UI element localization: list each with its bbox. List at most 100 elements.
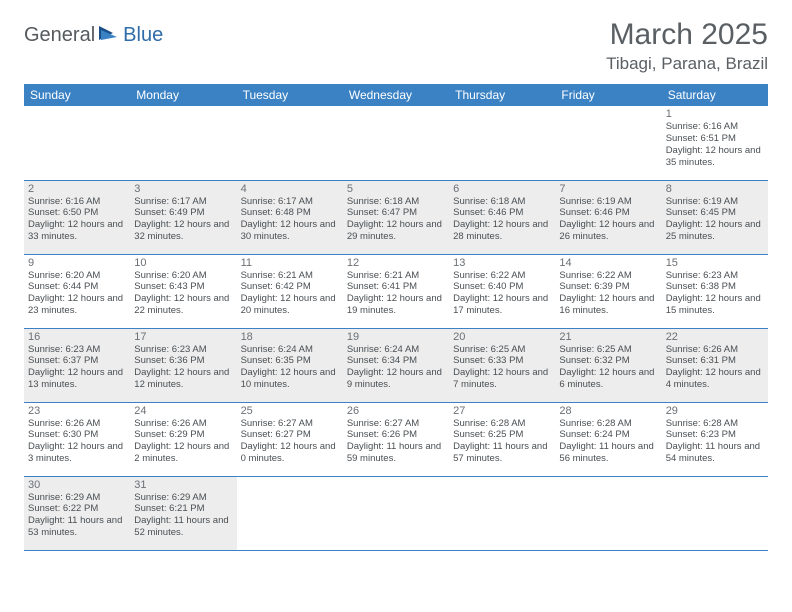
weekday-header: Thursday xyxy=(449,84,555,106)
calendar-cell: 25Sunrise: 6:27 AMSunset: 6:27 PMDayligh… xyxy=(237,402,343,476)
day-number: 3 xyxy=(134,183,232,195)
day-info: Sunrise: 6:26 AMSunset: 6:29 PMDaylight:… xyxy=(134,418,232,466)
day-info: Sunrise: 6:20 AMSunset: 6:44 PMDaylight:… xyxy=(28,270,126,318)
calendar-cell: 1Sunrise: 6:16 AMSunset: 6:51 PMDaylight… xyxy=(662,106,768,180)
day-number: 9 xyxy=(28,257,126,269)
weekday-header: Monday xyxy=(130,84,236,106)
day-number: 13 xyxy=(453,257,551,269)
calendar-row: 9Sunrise: 6:20 AMSunset: 6:44 PMDaylight… xyxy=(24,254,768,328)
day-number: 8 xyxy=(666,183,764,195)
calendar-row: 2Sunrise: 6:16 AMSunset: 6:50 PMDaylight… xyxy=(24,180,768,254)
calendar-cell-empty xyxy=(449,476,555,550)
calendar-cell-empty xyxy=(662,476,768,550)
month-title: March 2025 xyxy=(606,18,768,52)
calendar-cell-empty xyxy=(555,476,661,550)
day-number: 30 xyxy=(28,479,126,491)
weekday-header: Tuesday xyxy=(237,84,343,106)
day-info: Sunrise: 6:17 AMSunset: 6:49 PMDaylight:… xyxy=(134,196,232,244)
day-info: Sunrise: 6:28 AMSunset: 6:24 PMDaylight:… xyxy=(559,418,657,466)
day-info: Sunrise: 6:23 AMSunset: 6:37 PMDaylight:… xyxy=(28,344,126,392)
header: General Blue March 2025 Tibagi, Parana, … xyxy=(24,18,768,74)
calendar-row: 30Sunrise: 6:29 AMSunset: 6:22 PMDayligh… xyxy=(24,476,768,550)
day-number: 29 xyxy=(666,405,764,417)
calendar-cell: 28Sunrise: 6:28 AMSunset: 6:24 PMDayligh… xyxy=(555,402,661,476)
day-info: Sunrise: 6:22 AMSunset: 6:40 PMDaylight:… xyxy=(453,270,551,318)
day-info: Sunrise: 6:23 AMSunset: 6:36 PMDaylight:… xyxy=(134,344,232,392)
calendar-cell: 7Sunrise: 6:19 AMSunset: 6:46 PMDaylight… xyxy=(555,180,661,254)
day-info: Sunrise: 6:24 AMSunset: 6:34 PMDaylight:… xyxy=(347,344,445,392)
weekday-header-row: Sunday Monday Tuesday Wednesday Thursday… xyxy=(24,84,768,106)
calendar-cell: 27Sunrise: 6:28 AMSunset: 6:25 PMDayligh… xyxy=(449,402,555,476)
day-info: Sunrise: 6:16 AMSunset: 6:50 PMDaylight:… xyxy=(28,196,126,244)
calendar-cell-empty xyxy=(555,106,661,180)
day-info: Sunrise: 6:17 AMSunset: 6:48 PMDaylight:… xyxy=(241,196,339,244)
day-info: Sunrise: 6:27 AMSunset: 6:26 PMDaylight:… xyxy=(347,418,445,466)
calendar-cell: 19Sunrise: 6:24 AMSunset: 6:34 PMDayligh… xyxy=(343,328,449,402)
day-number: 26 xyxy=(347,405,445,417)
day-info: Sunrise: 6:23 AMSunset: 6:38 PMDaylight:… xyxy=(666,270,764,318)
calendar-cell: 15Sunrise: 6:23 AMSunset: 6:38 PMDayligh… xyxy=(662,254,768,328)
calendar-body: 1Sunrise: 6:16 AMSunset: 6:51 PMDaylight… xyxy=(24,106,768,550)
calendar-cell: 8Sunrise: 6:19 AMSunset: 6:45 PMDaylight… xyxy=(662,180,768,254)
day-number: 17 xyxy=(134,331,232,343)
day-info: Sunrise: 6:16 AMSunset: 6:51 PMDaylight:… xyxy=(666,121,764,169)
day-number: 7 xyxy=(559,183,657,195)
day-number: 31 xyxy=(134,479,232,491)
calendar-cell: 31Sunrise: 6:29 AMSunset: 6:21 PMDayligh… xyxy=(130,476,236,550)
day-number: 12 xyxy=(347,257,445,269)
calendar-cell: 18Sunrise: 6:24 AMSunset: 6:35 PMDayligh… xyxy=(237,328,343,402)
calendar-cell: 4Sunrise: 6:17 AMSunset: 6:48 PMDaylight… xyxy=(237,180,343,254)
day-info: Sunrise: 6:28 AMSunset: 6:25 PMDaylight:… xyxy=(453,418,551,466)
calendar-cell: 23Sunrise: 6:26 AMSunset: 6:30 PMDayligh… xyxy=(24,402,130,476)
calendar-cell: 14Sunrise: 6:22 AMSunset: 6:39 PMDayligh… xyxy=(555,254,661,328)
day-info: Sunrise: 6:26 AMSunset: 6:31 PMDaylight:… xyxy=(666,344,764,392)
day-number: 1 xyxy=(666,108,764,120)
day-info: Sunrise: 6:18 AMSunset: 6:46 PMDaylight:… xyxy=(453,196,551,244)
calendar-cell: 29Sunrise: 6:28 AMSunset: 6:23 PMDayligh… xyxy=(662,402,768,476)
day-number: 25 xyxy=(241,405,339,417)
brand-flag-icon xyxy=(99,24,121,47)
day-info: Sunrise: 6:21 AMSunset: 6:41 PMDaylight:… xyxy=(347,270,445,318)
calendar-cell: 11Sunrise: 6:21 AMSunset: 6:42 PMDayligh… xyxy=(237,254,343,328)
weekday-header: Wednesday xyxy=(343,84,449,106)
calendar-cell-empty xyxy=(24,106,130,180)
calendar-cell-empty xyxy=(449,106,555,180)
day-number: 18 xyxy=(241,331,339,343)
calendar-cell: 21Sunrise: 6:25 AMSunset: 6:32 PMDayligh… xyxy=(555,328,661,402)
day-number: 22 xyxy=(666,331,764,343)
calendar-cell-empty xyxy=(130,106,236,180)
calendar-row: 16Sunrise: 6:23 AMSunset: 6:37 PMDayligh… xyxy=(24,328,768,402)
day-info: Sunrise: 6:19 AMSunset: 6:46 PMDaylight:… xyxy=(559,196,657,244)
calendar-cell: 5Sunrise: 6:18 AMSunset: 6:47 PMDaylight… xyxy=(343,180,449,254)
calendar-cell: 13Sunrise: 6:22 AMSunset: 6:40 PMDayligh… xyxy=(449,254,555,328)
day-info: Sunrise: 6:19 AMSunset: 6:45 PMDaylight:… xyxy=(666,196,764,244)
calendar-cell: 30Sunrise: 6:29 AMSunset: 6:22 PMDayligh… xyxy=(24,476,130,550)
day-info: Sunrise: 6:18 AMSunset: 6:47 PMDaylight:… xyxy=(347,196,445,244)
calendar-cell: 9Sunrise: 6:20 AMSunset: 6:44 PMDaylight… xyxy=(24,254,130,328)
day-number: 21 xyxy=(559,331,657,343)
calendar-row: 1Sunrise: 6:16 AMSunset: 6:51 PMDaylight… xyxy=(24,106,768,180)
weekday-header: Saturday xyxy=(662,84,768,106)
day-number: 14 xyxy=(559,257,657,269)
calendar-cell: 6Sunrise: 6:18 AMSunset: 6:46 PMDaylight… xyxy=(449,180,555,254)
day-info: Sunrise: 6:25 AMSunset: 6:33 PMDaylight:… xyxy=(453,344,551,392)
day-info: Sunrise: 6:21 AMSunset: 6:42 PMDaylight:… xyxy=(241,270,339,318)
day-info: Sunrise: 6:25 AMSunset: 6:32 PMDaylight:… xyxy=(559,344,657,392)
weekday-header: Friday xyxy=(555,84,661,106)
day-number: 16 xyxy=(28,331,126,343)
day-number: 27 xyxy=(453,405,551,417)
day-info: Sunrise: 6:27 AMSunset: 6:27 PMDaylight:… xyxy=(241,418,339,466)
day-info: Sunrise: 6:26 AMSunset: 6:30 PMDaylight:… xyxy=(28,418,126,466)
day-info: Sunrise: 6:22 AMSunset: 6:39 PMDaylight:… xyxy=(559,270,657,318)
calendar-cell: 24Sunrise: 6:26 AMSunset: 6:29 PMDayligh… xyxy=(130,402,236,476)
calendar-cell: 3Sunrise: 6:17 AMSunset: 6:49 PMDaylight… xyxy=(130,180,236,254)
weekday-header: Sunday xyxy=(24,84,130,106)
day-number: 4 xyxy=(241,183,339,195)
calendar-cell-empty xyxy=(237,476,343,550)
day-number: 19 xyxy=(347,331,445,343)
calendar-cell-empty xyxy=(343,476,449,550)
calendar-cell: 10Sunrise: 6:20 AMSunset: 6:43 PMDayligh… xyxy=(130,254,236,328)
calendar-cell-empty xyxy=(343,106,449,180)
calendar-cell: 12Sunrise: 6:21 AMSunset: 6:41 PMDayligh… xyxy=(343,254,449,328)
day-number: 20 xyxy=(453,331,551,343)
